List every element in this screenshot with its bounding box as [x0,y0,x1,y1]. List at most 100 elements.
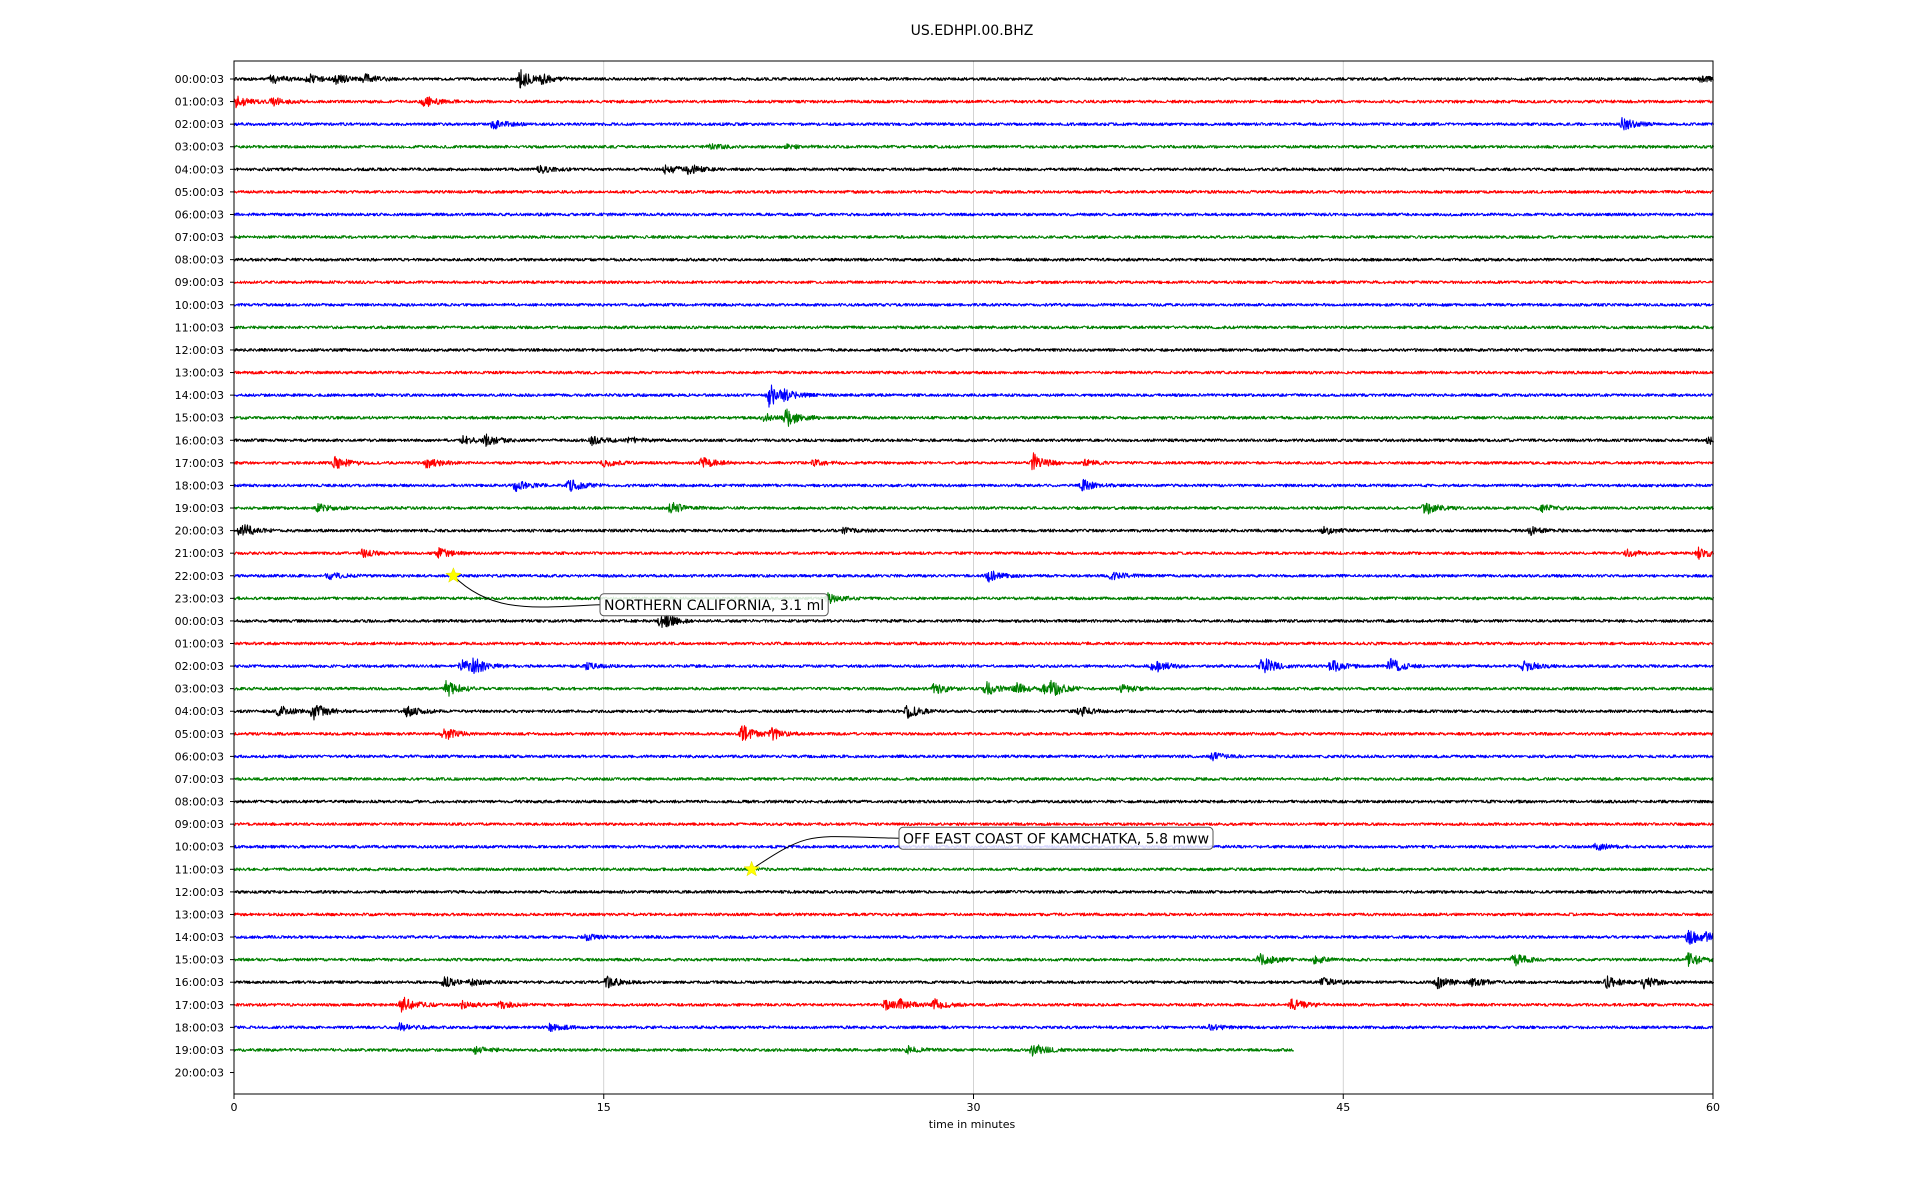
row-time-label: 10:00:03 [175,299,224,312]
row-time-label: 20:00:03 [175,1067,224,1080]
seismic-trace [233,370,1714,375]
seismic-trace [233,143,1715,150]
row-time-label: 05:00:03 [175,728,224,741]
seismic-trace [233,164,1714,176]
row-time-label: 19:00:03 [175,1044,224,1057]
row-time-label: 11:00:03 [175,321,224,334]
seismic-trace [233,95,1714,109]
row-time-label: 05:00:03 [175,186,224,199]
row-time-label: 18:00:03 [175,1021,224,1034]
trace-layer [233,69,1715,1057]
seismic-trace [233,478,1714,493]
x-axis-ticks: 0 15 30 45 60 [231,1094,1720,1114]
seismic-trace [233,614,1714,629]
seismic-trace [233,952,1714,967]
x-tick-label: 60 [1706,1101,1720,1114]
seismic-trace [233,384,1714,408]
row-time-label: 22:00:03 [175,570,224,583]
seismic-trace [233,889,1714,894]
annotation-connector [751,836,900,870]
row-time-label: 19:00:03 [175,502,224,515]
row-time-label: 04:00:03 [175,705,224,718]
seismic-trace [233,433,1715,447]
seismic-trace [233,751,1714,762]
seismic-trace [233,348,1715,352]
row-time-label: 12:00:03 [175,344,224,357]
row-time-label: 17:00:03 [175,999,224,1012]
row-time-label: 02:00:03 [175,660,224,673]
x-tick-label: 45 [1336,1101,1350,1114]
annotation-label: NORTHERN CALIFORNIA, 3.1 ml [604,598,824,614]
row-time-label: 04:00:03 [175,163,224,176]
seismic-trace [233,641,1714,646]
seismic-trace [233,570,1714,583]
seismic-trace [233,1044,1294,1057]
row-time-label: 18:00:03 [175,479,224,492]
seismic-trace [233,69,1714,89]
annotation-layer: NORTHERN CALIFORNIA, 3.1 ml OFF EAST COAS… [445,567,1214,877]
seismic-trace [233,725,1714,742]
row-time-label: 20:00:03 [175,525,224,538]
row-time-label: 08:00:03 [175,254,224,267]
row-time-label: 16:00:03 [175,976,224,989]
seismic-trace [233,799,1715,804]
seismic-trace [233,1022,1714,1032]
seismic-trace [233,325,1715,330]
row-time-label: 21:00:03 [175,547,224,560]
seismic-trace [233,408,1715,427]
row-time-label: 09:00:03 [175,818,224,831]
row-time-labels: 00:00:03 01:00:03 02:00:03 03:00:03 04:00:03… [175,73,234,1080]
annotation-box [898,826,1214,850]
row-time-label: 06:00:03 [175,750,224,763]
seismic-trace [233,452,1715,471]
row-time-label: 07:00:03 [175,773,224,786]
seismic-trace [233,280,1714,285]
row-time-label: 16:00:03 [175,434,224,447]
row-time-label: 08:00:03 [175,796,224,809]
event-star-marker [743,860,760,877]
row-time-label: 12:00:03 [175,886,224,899]
seismic-trace [233,929,1714,945]
seismic-trace [233,302,1715,307]
x-tick-label: 30 [967,1101,981,1114]
seismic-trace [233,822,1715,827]
event-star-marker [445,567,462,583]
chart-title: US.EDHPI.00.BHZ [911,23,1034,39]
seismic-trace [233,524,1715,536]
x-tick-label: 0 [231,1101,238,1114]
row-time-label: 23:00:03 [175,592,224,605]
row-time-label: 02:00:03 [175,118,224,131]
seismic-trace [233,189,1714,194]
row-time-label: 13:00:03 [175,367,224,380]
seismic-trace [233,657,1715,675]
seismic-trace [233,235,1715,240]
seismic-trace [233,212,1714,217]
annotation-box [599,593,829,617]
row-time-label: 07:00:03 [175,231,224,244]
seismic-trace [233,704,1714,721]
row-time-label: 14:00:03 [175,931,224,944]
row-time-label: 15:00:03 [175,412,224,425]
row-time-label: 17:00:03 [175,457,224,470]
row-time-label: 00:00:03 [175,615,224,628]
annotation-label: OFF EAST COAST OF KAMCHATKA, 5.8 mww [903,831,1209,847]
row-time-label: 13:00:03 [175,908,224,921]
seismic-trace [233,116,1715,131]
annotation-connector [453,575,601,608]
row-time-label: 09:00:03 [175,276,224,289]
seismic-trace [233,777,1714,781]
row-time-label: 10:00:03 [175,841,224,854]
row-time-label: 15:00:03 [175,954,224,967]
row-time-label: 03:00:03 [175,683,224,696]
seismic-trace [233,257,1714,262]
seismic-trace [233,592,1715,605]
seismic-trace [233,502,1715,515]
x-axis-label: time in minutes [929,1118,1016,1131]
seismic-trace [233,546,1715,560]
row-time-label: 03:00:03 [175,141,224,154]
seismic-trace [233,912,1714,917]
seismic-trace [233,867,1714,872]
row-time-label: 14:00:03 [175,389,224,402]
seismic-trace [233,975,1715,990]
